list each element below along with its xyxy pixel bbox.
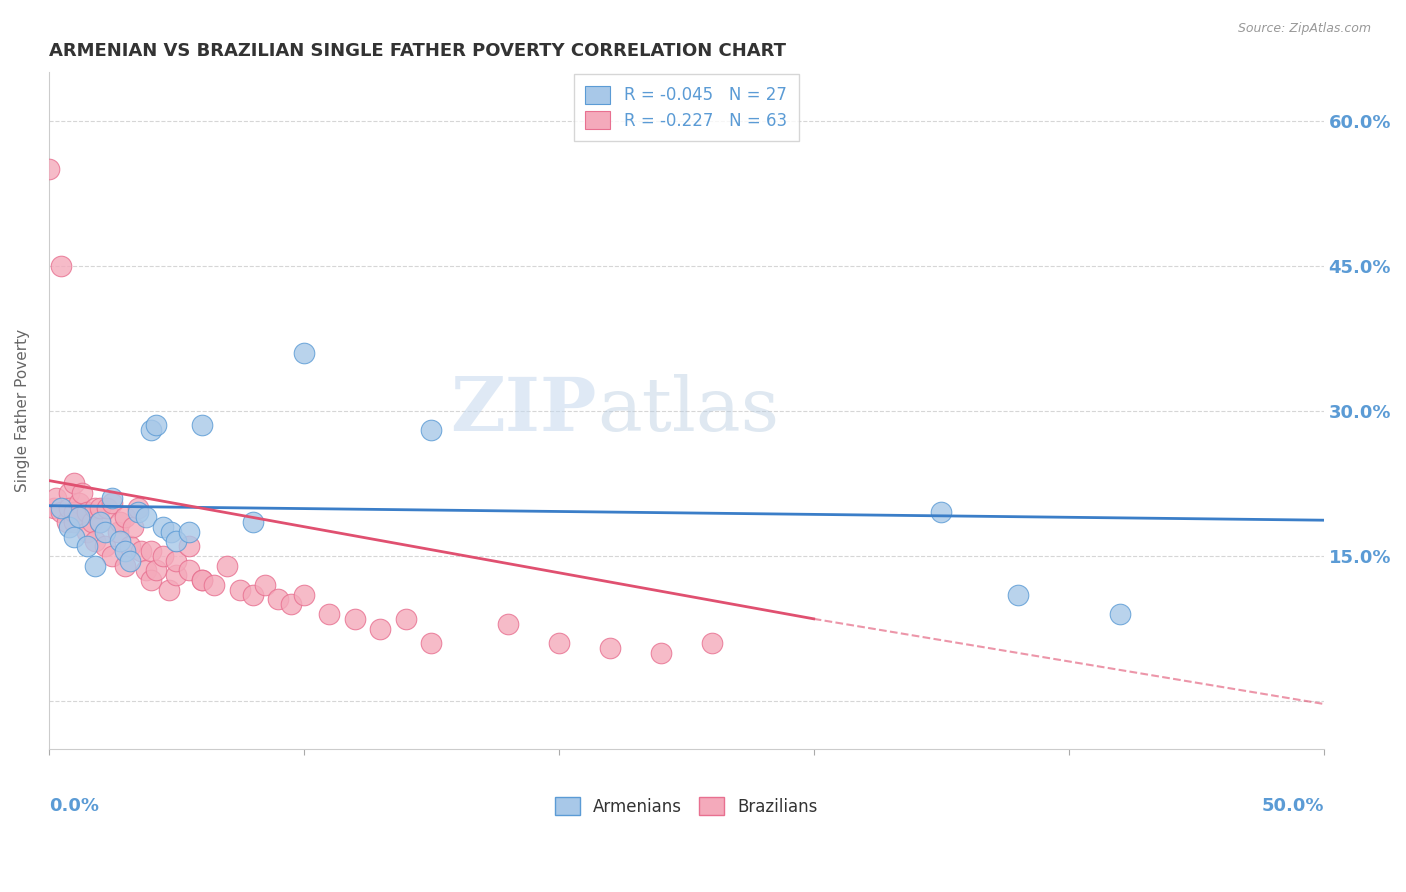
Point: [83, 500, 105, 515]
Point: [67, 496, 90, 510]
Point: [318, 607, 340, 621]
Point: [160, 524, 183, 539]
Point: [496, 616, 519, 631]
Point: [254, 578, 277, 592]
Point: [650, 646, 672, 660]
Point: [929, 506, 952, 520]
Point: [108, 534, 131, 549]
Point: [76, 506, 98, 520]
Point: [177, 564, 200, 578]
Point: [420, 636, 443, 650]
Point: [51, 506, 73, 520]
Point: [114, 510, 136, 524]
Point: [420, 423, 443, 437]
Point: [89, 500, 111, 515]
Text: atlas: atlas: [598, 375, 779, 448]
Point: [55, 515, 77, 529]
Point: [76, 524, 98, 539]
Text: 50.0%: 50.0%: [1261, 797, 1323, 814]
Text: Source: ZipAtlas.com: Source: ZipAtlas.com: [1237, 22, 1371, 36]
Point: [108, 515, 131, 529]
Point: [368, 622, 391, 636]
Point: [139, 423, 162, 437]
Point: [139, 573, 162, 587]
Point: [152, 549, 174, 563]
Point: [700, 636, 723, 650]
Point: [120, 539, 142, 553]
Point: [129, 544, 152, 558]
Point: [242, 515, 264, 529]
Point: [177, 524, 200, 539]
Point: [139, 544, 162, 558]
Point: [101, 549, 124, 563]
Point: [38, 162, 60, 177]
Point: [94, 539, 117, 553]
Point: [217, 558, 239, 573]
Y-axis label: Single Father Poverty: Single Father Poverty: [15, 329, 30, 492]
Point: [89, 515, 111, 529]
Point: [165, 568, 187, 582]
Point: [51, 500, 73, 515]
Point: [101, 496, 124, 510]
Point: [114, 544, 136, 558]
Point: [114, 558, 136, 573]
Point: [51, 259, 73, 273]
Point: [63, 515, 86, 529]
Point: [292, 346, 315, 360]
Point: [89, 515, 111, 529]
Point: [177, 539, 200, 553]
Text: 0.0%: 0.0%: [49, 797, 98, 814]
Point: [101, 491, 124, 505]
Point: [145, 564, 167, 578]
Point: [94, 524, 117, 539]
Point: [190, 573, 212, 587]
Point: [120, 554, 142, 568]
Point: [267, 592, 290, 607]
Point: [204, 578, 226, 592]
Point: [45, 491, 67, 505]
Text: ARMENIAN VS BRAZILIAN SINGLE FATHER POVERTY CORRELATION CHART: ARMENIAN VS BRAZILIAN SINGLE FATHER POVE…: [49, 42, 786, 60]
Point: [165, 554, 187, 568]
Point: [165, 534, 187, 549]
Text: ZIP: ZIP: [450, 375, 598, 448]
Point: [190, 418, 212, 433]
Point: [63, 530, 86, 544]
Point: [83, 534, 105, 549]
Point: [96, 500, 118, 515]
Point: [157, 582, 180, 597]
Point: [107, 524, 129, 539]
Point: [76, 539, 98, 553]
Point: [135, 564, 157, 578]
Point: [58, 500, 80, 515]
Point: [67, 510, 90, 524]
Point: [1108, 607, 1130, 621]
Point: [83, 558, 105, 573]
Point: [1007, 588, 1029, 602]
Point: [67, 510, 90, 524]
Point: [547, 636, 569, 650]
Legend: Armenians, Brazilians: Armenians, Brazilians: [548, 790, 824, 822]
Point: [242, 588, 264, 602]
Point: [135, 510, 157, 524]
Point: [58, 520, 80, 534]
Point: [127, 506, 149, 520]
Point: [152, 520, 174, 534]
Point: [343, 612, 366, 626]
Point: [145, 418, 167, 433]
Point: [395, 612, 418, 626]
Point: [63, 476, 86, 491]
Point: [599, 640, 621, 655]
Point: [280, 597, 302, 611]
Point: [58, 486, 80, 500]
Point: [229, 582, 252, 597]
Point: [42, 500, 65, 515]
Point: [292, 588, 315, 602]
Point: [70, 486, 93, 500]
Point: [190, 573, 212, 587]
Point: [63, 506, 86, 520]
Point: [127, 500, 149, 515]
Point: [82, 515, 104, 529]
Point: [122, 520, 145, 534]
